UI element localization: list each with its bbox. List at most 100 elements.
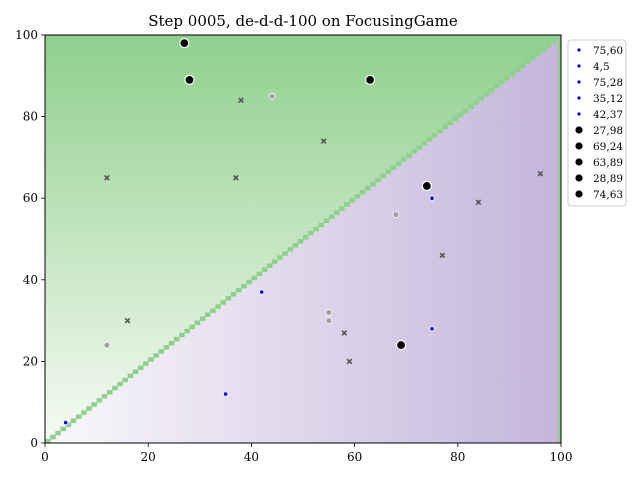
diagonal-cell (101, 394, 108, 399)
diagonal-cell (323, 218, 330, 224)
diagonal-cell (499, 79, 505, 85)
diagonal-cell (266, 263, 273, 268)
diagonal-cell (328, 214, 335, 219)
blue-point (429, 195, 435, 201)
y-tick-label: 100 (15, 28, 38, 42)
diagonal-cell (75, 414, 82, 419)
diagonal-cell (401, 157, 407, 162)
gray-point (392, 211, 400, 218)
x-tick-label: 40 (244, 450, 259, 464)
plot-background (45, 35, 561, 443)
legend: 75,60 4,5 75,28 35,12 42,37 27,98 69,24 63,89 28… (567, 39, 627, 207)
gray-point (268, 92, 276, 100)
diagonal-cell (535, 51, 541, 56)
diagonal-cell (246, 279, 252, 285)
legend-marker (575, 174, 583, 182)
diagonal-cell (509, 71, 515, 77)
x-mark (104, 174, 110, 181)
diagonal-cell (514, 67, 521, 73)
legend-marker (577, 48, 581, 52)
diagonal-cell (256, 271, 263, 277)
legend-label: 74,63 (593, 189, 623, 201)
black-point (184, 74, 195, 85)
diagonal-cell (447, 120, 454, 126)
legend-label: 27,98 (593, 125, 623, 137)
legend-label: 63,89 (593, 157, 623, 169)
diagonal-cell (199, 316, 206, 321)
diagonal-cell (333, 210, 340, 215)
diagonal-cell (421, 141, 428, 146)
diagonal-cell (416, 145, 423, 150)
diagonal-cell (112, 385, 118, 391)
x-tick-label: 100 (550, 450, 573, 464)
diagonal-cell (530, 55, 536, 60)
diagonal-cell (452, 116, 459, 122)
legend-label: 42,37 (593, 109, 623, 121)
diagonal-cell (179, 332, 185, 338)
data-marks (63, 38, 544, 426)
legend-label: 75,60 (593, 45, 623, 57)
diagonal-cell (261, 267, 268, 273)
plot-frame (44, 34, 562, 444)
diagonal-cell (359, 190, 366, 195)
diagonal-cell (411, 149, 417, 154)
diagonal-cell (251, 275, 257, 281)
diagonal-cell (540, 47, 546, 52)
diagonal-cell (390, 165, 397, 171)
diagonal-cell (272, 259, 278, 264)
blue-point (429, 326, 435, 332)
diagonal-cell (153, 353, 159, 358)
diagonal-cell (225, 296, 232, 301)
diagonal-cell (318, 222, 325, 228)
diagonal-cell (137, 365, 144, 370)
y-tick-label: 20 (23, 354, 38, 368)
x-mark (475, 199, 482, 206)
diagonal-cell (194, 320, 201, 326)
diagonal-cell (349, 198, 355, 203)
legend-label: 28,89 (593, 173, 623, 185)
diagonal-cell (457, 112, 464, 117)
diagonal-cell (277, 255, 283, 260)
diagonal-cell (220, 300, 226, 305)
diagonal-cell (364, 185, 371, 191)
y-tick-label: 60 (23, 191, 38, 205)
legend-label: 75,28 (593, 77, 623, 89)
diagonal-cell (132, 369, 139, 375)
diagonal-cell (504, 75, 510, 81)
x-tick-label: 20 (141, 450, 156, 464)
blue-point (259, 289, 265, 295)
black-point (364, 74, 376, 85)
black-point (179, 38, 190, 49)
diagonal-cell (86, 406, 92, 411)
diagonal-cell (488, 88, 495, 93)
x-mark (439, 252, 446, 259)
diagonal-cell (168, 341, 175, 346)
x-mark (537, 170, 544, 177)
diagonal-cell (210, 308, 216, 313)
y-tick-label: 40 (23, 273, 38, 287)
diagonal-cell (55, 430, 61, 436)
diagonal-cell (292, 243, 299, 248)
diagonal-cell (545, 43, 552, 48)
diagonal-cell (96, 398, 103, 403)
diagonal-cell (375, 177, 381, 183)
diagonal-cell (81, 410, 87, 415)
diagonal-cell (163, 345, 170, 350)
diagonal-cell (426, 137, 433, 142)
diagonal-cell (395, 161, 402, 166)
legend-marker (577, 80, 581, 84)
diagonal-cell (344, 202, 350, 207)
diagonal-cell (106, 389, 113, 395)
y-tick-label: 80 (23, 110, 38, 124)
diagonal-cell (308, 230, 314, 236)
diagonal-cell (550, 39, 557, 44)
blue-point (223, 391, 229, 397)
legend-marker (575, 142, 583, 150)
diagonal-cell (122, 377, 128, 383)
diagonal-cell (473, 100, 479, 105)
diagonal-cell (143, 361, 149, 366)
legend-label: 4,5 (593, 61, 610, 73)
legend-label: 69,24 (593, 141, 623, 153)
diagonal-cell (158, 349, 165, 354)
